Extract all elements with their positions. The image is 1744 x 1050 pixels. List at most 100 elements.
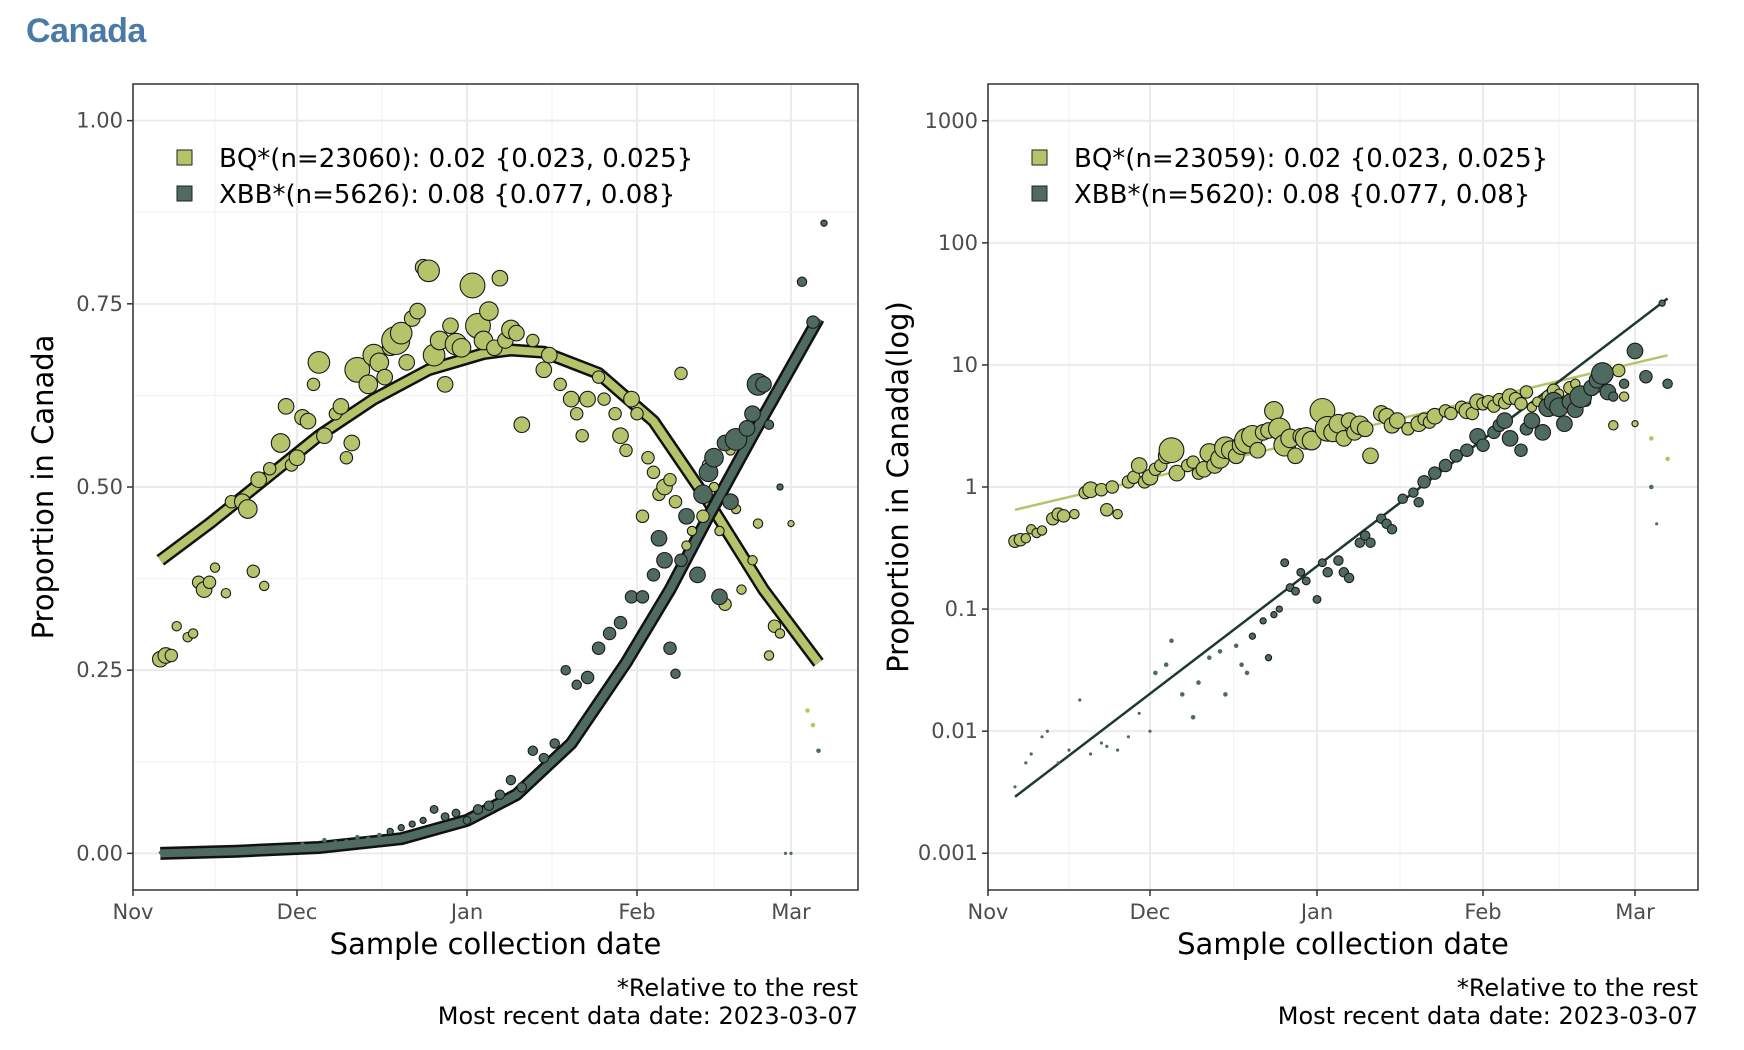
- legend-swatch-bq: [1031, 149, 1048, 166]
- data-point: [1186, 455, 1200, 469]
- data-point: [755, 376, 772, 393]
- y-tick-label: 1.00: [76, 109, 123, 133]
- y-tick-label: 0.50: [76, 475, 123, 499]
- data-point: [805, 708, 810, 713]
- data-point: [417, 259, 440, 283]
- data-point: [164, 648, 179, 663]
- x-tick-label: Mar: [1615, 900, 1655, 924]
- data-point: [1217, 649, 1223, 654]
- data-point: [322, 837, 327, 843]
- data-point: [316, 427, 333, 445]
- data-point: [1428, 466, 1442, 480]
- data-point: [451, 337, 472, 358]
- data-point: [1024, 761, 1028, 765]
- data-point: [220, 587, 232, 599]
- data-point: [538, 752, 550, 764]
- data-point: [343, 434, 361, 452]
- x-tick-label: Mar: [771, 900, 811, 924]
- data-point: [307, 351, 331, 374]
- data-point: [704, 447, 724, 468]
- data-point: [1444, 406, 1458, 421]
- data-point: [1476, 438, 1490, 452]
- data-point: [1239, 662, 1244, 667]
- x-tick-label: Nov: [113, 900, 154, 924]
- data-point: [646, 465, 661, 480]
- grid-lines: [987, 84, 1698, 890]
- data-point: [491, 269, 509, 287]
- data-point: [429, 804, 439, 814]
- legend-label-xbb: XBB*(n=5620): 0.08 {0.077, 0.08}: [1074, 180, 1530, 210]
- data-point: [1045, 729, 1049, 733]
- data-point: [535, 361, 553, 379]
- data-point: [579, 390, 596, 408]
- data-point: [1248, 632, 1257, 640]
- data-point: [663, 472, 677, 487]
- data-point: [408, 820, 416, 828]
- data-point: [1153, 670, 1158, 676]
- data-point: [1040, 735, 1044, 739]
- data-point: [1029, 752, 1033, 756]
- data-point: [1099, 741, 1103, 745]
- data-point: [806, 315, 820, 329]
- data-point: [1078, 698, 1082, 702]
- data-point: [1036, 525, 1048, 536]
- data-point: [560, 664, 571, 676]
- data-point: [171, 620, 182, 632]
- x-tick-label: Dec: [277, 900, 318, 924]
- data-point: [494, 789, 506, 800]
- data-point: [1069, 508, 1080, 520]
- data-point: [693, 484, 713, 505]
- data-point: [1460, 443, 1474, 457]
- data-point: [1158, 437, 1185, 464]
- data-point: [1013, 785, 1017, 789]
- data-point: [279, 846, 283, 850]
- data-point: [816, 748, 821, 754]
- data-point: [409, 302, 426, 320]
- data-point: [440, 812, 450, 822]
- data-point: [1333, 555, 1344, 566]
- data-point: [1365, 537, 1376, 548]
- data-point: [722, 493, 739, 511]
- data-point: [1168, 464, 1186, 482]
- data-point: [246, 564, 261, 579]
- data-point: [796, 276, 808, 288]
- series-xbb: [158, 219, 828, 856]
- data-point: [1359, 530, 1371, 541]
- data-point: [311, 844, 316, 848]
- data-point: [1523, 412, 1541, 429]
- data-point: [1130, 457, 1148, 474]
- data-point: [575, 428, 589, 443]
- page-title: Canada: [26, 12, 146, 50]
- data-point: [386, 827, 394, 836]
- data-point: [668, 494, 683, 509]
- data-point: [516, 782, 528, 793]
- data-point: [1655, 522, 1659, 526]
- y-axis-title: Proportion in Canada(log): [881, 301, 915, 673]
- data-point: [213, 849, 217, 853]
- data-point: [237, 499, 258, 519]
- data-point: [1611, 363, 1626, 378]
- data-point: [1354, 537, 1366, 548]
- data-point: [1287, 447, 1304, 465]
- data-point: [1089, 752, 1093, 756]
- caption-line: *Relative to the rest: [617, 974, 858, 1002]
- data-point: [376, 368, 394, 386]
- data-point: [714, 525, 725, 537]
- data-point: [300, 842, 305, 847]
- data-point: [1608, 391, 1619, 402]
- series-bq: [151, 258, 816, 728]
- data-point: [289, 845, 294, 850]
- data-point: [1665, 456, 1670, 462]
- data-point: [1343, 572, 1355, 584]
- y-tick-label: 1000: [925, 109, 978, 133]
- data-point: [483, 800, 495, 811]
- data-point: [1514, 443, 1528, 457]
- data-point: [339, 450, 354, 465]
- data-point: [549, 738, 560, 749]
- data-point: [513, 416, 531, 434]
- data-point: [1020, 533, 1032, 544]
- y-tick-label: 1: [965, 475, 978, 499]
- data-point: [1496, 412, 1514, 429]
- caption-line: Most recent data date: 2023-03-07: [1278, 1002, 1698, 1030]
- data-point: [783, 851, 788, 856]
